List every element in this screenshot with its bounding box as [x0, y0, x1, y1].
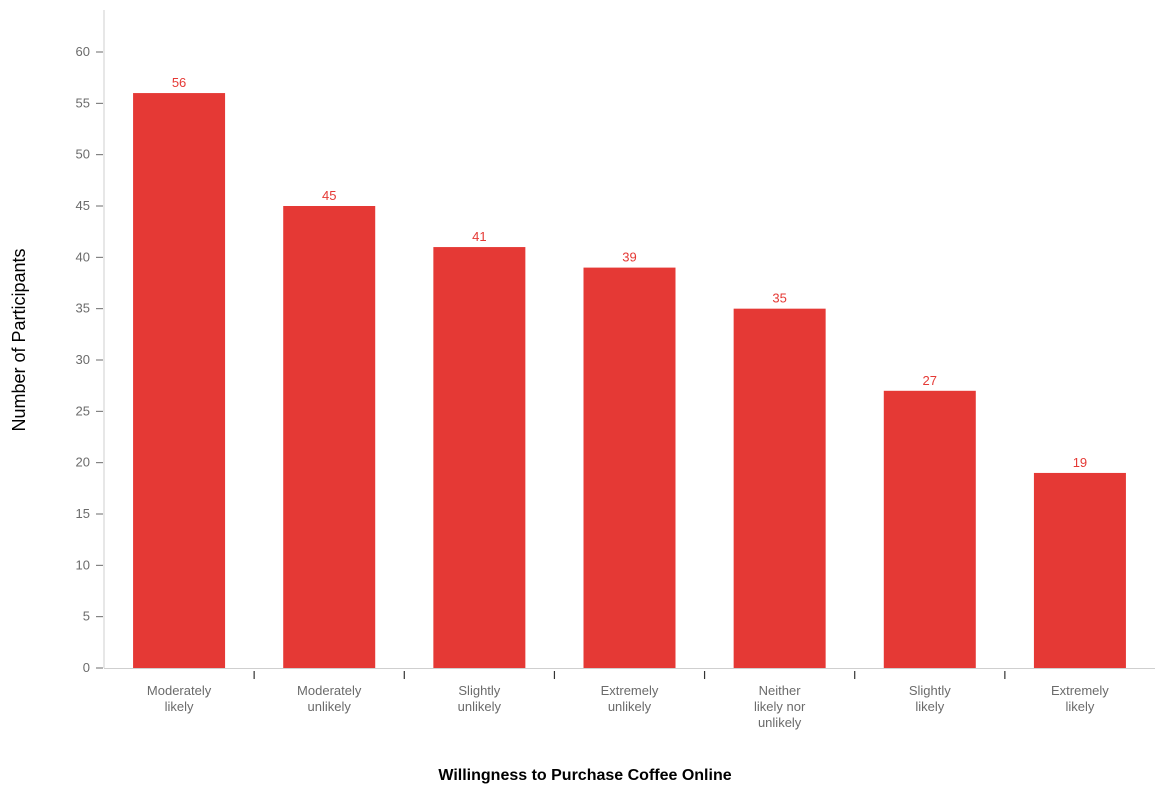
x-category-label-line: Moderately	[297, 683, 362, 698]
bar-value-label: 39	[622, 250, 636, 265]
x-category-label-line: unlikely	[458, 699, 502, 714]
y-tick-label: 35	[76, 301, 90, 316]
x-category-label-line: likely	[915, 699, 944, 714]
x-category-label: Slightly unlikely	[458, 683, 502, 714]
y-tick-label: 0	[83, 660, 90, 675]
bar	[583, 267, 676, 668]
x-category-label-line: unlikely	[758, 715, 802, 730]
bar-value-label: 45	[322, 188, 336, 203]
x-category-label-line: Slightly	[458, 683, 500, 698]
bar-value-label: 41	[472, 229, 486, 244]
bar	[133, 93, 226, 669]
y-tick-label: 45	[76, 198, 90, 213]
y-axis-title: Number of Participants	[9, 248, 29, 431]
x-category-label: Extremely likely	[1051, 683, 1109, 714]
x-category-label-line: likely	[1065, 699, 1094, 714]
x-category-label-line: unlikely	[608, 699, 652, 714]
y-tick-label: 5	[83, 609, 90, 624]
y-tick-label: 10	[76, 557, 90, 572]
x-category-label: Slightly likely	[909, 683, 951, 714]
bar	[883, 390, 976, 668]
x-category-label-line: Extremely	[1051, 683, 1109, 698]
x-category-label: Neither likely nor unlikely	[754, 683, 806, 730]
y-tick-label: 15	[76, 506, 90, 521]
bars	[133, 93, 1126, 669]
y-tick-label: 50	[76, 147, 90, 162]
x-category-label-line: likely	[165, 699, 194, 714]
bar-value-label: 19	[1073, 455, 1087, 470]
bar-value-label: 35	[772, 291, 786, 306]
y-tick-label: 20	[76, 455, 90, 470]
bar	[1033, 472, 1126, 668]
y-tick-label: 40	[76, 249, 90, 264]
x-category-label-line: Neither	[759, 683, 802, 698]
bar	[283, 206, 376, 668]
bar-value-label: 56	[172, 75, 186, 90]
x-category-label: Extremely unlikely	[601, 683, 659, 714]
x-category-label-line: likely nor	[754, 699, 806, 714]
x-category-label: Moderately unlikely	[297, 683, 362, 714]
x-category-label-line: Moderately	[147, 683, 212, 698]
y-axis: 0 5 10 15 20 25 30 35 40 45 50 55 60	[76, 10, 105, 675]
x-category-label: Moderately likely	[147, 683, 212, 714]
value-labels: 56 45 41 39 35 27 19	[172, 75, 1087, 470]
x-category-label-line: unlikely	[308, 699, 352, 714]
bar	[433, 247, 526, 669]
bar	[733, 308, 826, 668]
bar-value-label: 27	[923, 373, 937, 388]
y-tick-label: 55	[76, 95, 90, 110]
y-tick-label: 25	[76, 403, 90, 418]
x-category-label-line: Extremely	[601, 683, 659, 698]
y-tick-label: 60	[76, 44, 90, 59]
x-category-label-line: Slightly	[909, 683, 951, 698]
x-axis-title: Willingness to Purchase Coffee Online	[438, 767, 731, 784]
y-tick-label: 30	[76, 352, 90, 367]
